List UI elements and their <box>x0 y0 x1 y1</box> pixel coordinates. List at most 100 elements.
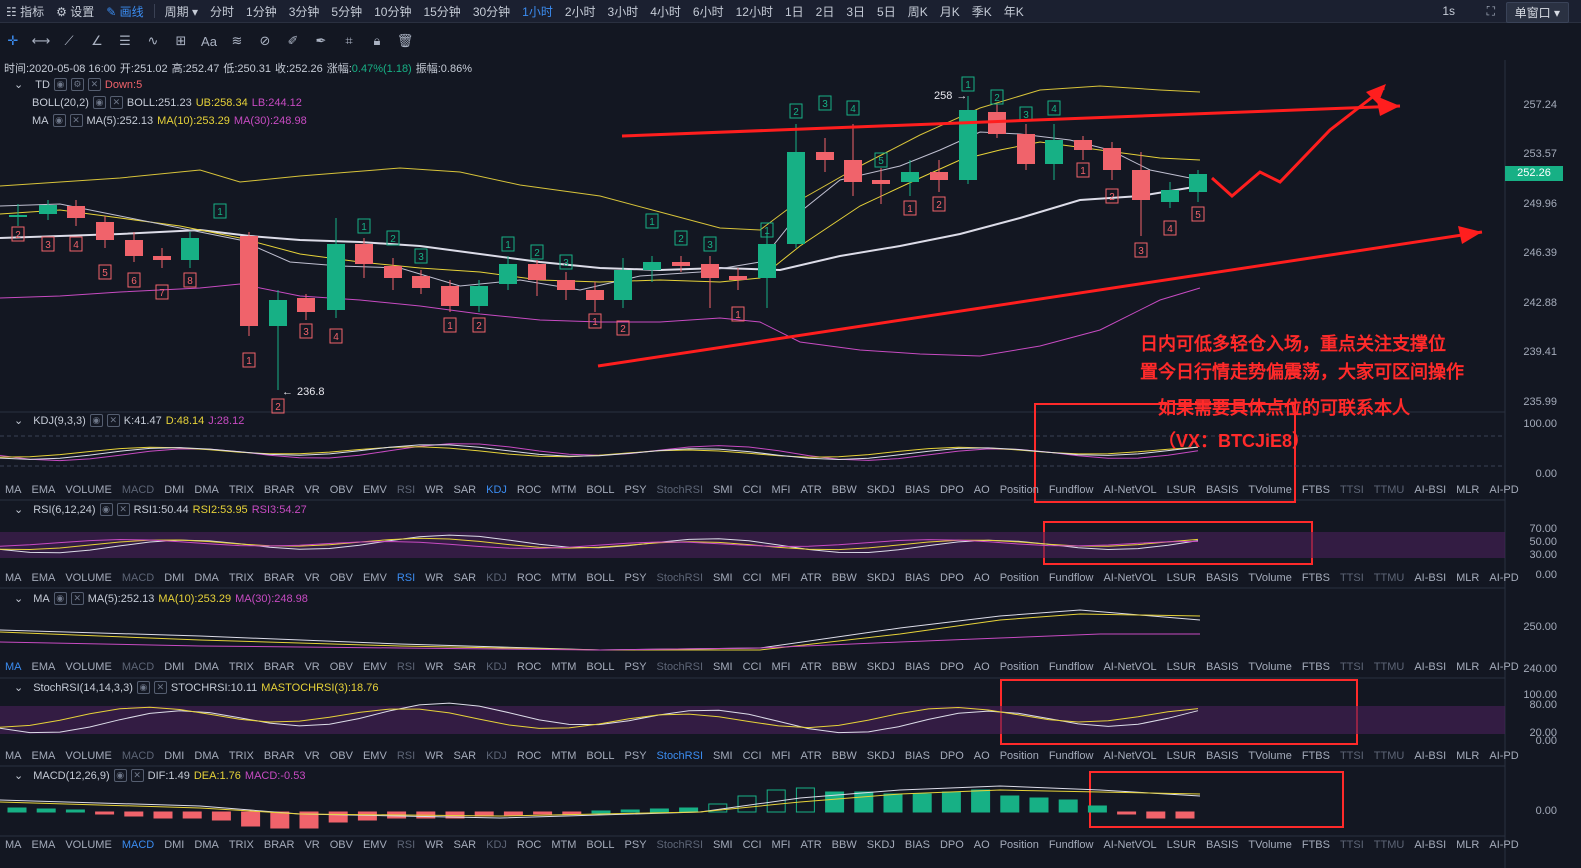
indicator-tab[interactable]: FTBS <box>1301 839 1330 851</box>
fullscreen-icon[interactable]: ⛶ <box>1486 3 1495 18</box>
lock-icon[interactable]: 🔒︎ <box>373 33 381 48</box>
indicator-tab[interactable]: MLR <box>1456 839 1480 851</box>
indicator-tab[interactable]: VOLUME <box>65 484 112 496</box>
indicator-tab[interactable]: AI-PD <box>1489 572 1519 584</box>
indicator-tab[interactable]: RSI <box>396 839 416 851</box>
indicator-tab[interactable]: BRAR <box>263 572 295 584</box>
indicator-tab[interactable]: CCI <box>742 661 762 673</box>
indicator-tab[interactable]: AI-PD <box>1489 839 1519 851</box>
indicator-tab[interactable]: VOLUME <box>65 572 112 584</box>
indicator-tab[interactable]: PSY <box>624 750 647 762</box>
indicator-tab[interactable]: MFI <box>771 750 791 762</box>
indicator-tab[interactable]: TVolume <box>1248 839 1292 851</box>
indicator-tab[interactable]: DPO <box>939 484 964 496</box>
indicator-tab[interactable]: KDJ <box>486 839 507 851</box>
period-option[interactable]: 2日 <box>815 4 835 19</box>
indicator-tab[interactable]: DMA <box>194 572 219 584</box>
indicator-tab[interactable]: CCI <box>742 839 762 851</box>
indicator-tab[interactable]: ROC <box>516 572 542 584</box>
indicator-tab[interactable]: WR <box>425 484 444 496</box>
indicator-tab[interactable]: VOLUME <box>65 750 112 762</box>
indicator-tab[interactable]: MA <box>5 572 22 584</box>
indicator-tab[interactable]: SKDJ <box>866 661 895 673</box>
indicator-tab[interactable]: BRAR <box>263 750 295 762</box>
indicator-tab[interactable]: DMI <box>164 839 185 851</box>
indicator-tab[interactable]: Fundflow <box>1048 750 1094 762</box>
indicator-tab[interactable]: AI-BSI <box>1414 839 1447 851</box>
indicator-tab[interactable]: Position <box>999 661 1039 673</box>
indicator-tab[interactable]: AI-NetVOL <box>1103 661 1157 673</box>
indicator-tab[interactable]: Fundflow <box>1048 661 1094 673</box>
indicator-tab[interactable]: ROC <box>516 484 542 496</box>
indicator-tab[interactable]: StochRSI <box>656 484 704 496</box>
indicator-tab[interactable]: ATR <box>800 750 822 762</box>
indicator-tab[interactable]: TTMU <box>1373 484 1405 496</box>
collapse-icon[interactable]: ⌄ <box>14 770 24 782</box>
indicator-tab[interactable]: DMA <box>194 484 219 496</box>
indicator-tab[interactable]: BOLL <box>586 572 615 584</box>
indicator-tab[interactable]: DPO <box>939 572 964 584</box>
indicator-tab[interactable]: BASIS <box>1206 750 1239 762</box>
collapse-icon[interactable]: ⌄ <box>14 79 24 91</box>
indicator-tab[interactable]: MLR <box>1456 750 1480 762</box>
crosshair-icon[interactable]: ✛ <box>7 33 19 48</box>
angle-icon[interactable]: ∠ <box>91 33 103 48</box>
indicator-tab[interactable]: Position <box>999 484 1039 496</box>
indicator-tab[interactable]: AI-NetVOL <box>1103 572 1157 584</box>
indicator-tab[interactable]: BASIS <box>1206 839 1239 851</box>
period-option[interactable]: 1日 <box>784 4 804 19</box>
collapse-icon[interactable]: ⌄ <box>14 415 24 427</box>
indicator-tab[interactable]: BRAR <box>263 661 295 673</box>
indicator-tab[interactable]: EMA <box>31 572 56 584</box>
indicator-tab[interactable]: BIAS <box>904 484 930 496</box>
indicator-tab[interactable]: EMV <box>362 661 387 673</box>
eye-icon[interactable]: ◉ <box>113 769 127 782</box>
indicator-tab[interactable]: MACD <box>121 839 155 851</box>
indicator-tab[interactable]: TTMU <box>1373 572 1405 584</box>
indicator-tab[interactable]: OBV <box>329 750 353 762</box>
indicator-tab[interactable]: BASIS <box>1206 572 1239 584</box>
indicator-tab[interactable]: BIAS <box>904 661 930 673</box>
indicator-tab[interactable]: AI-NetVOL <box>1103 750 1157 762</box>
indicator-tab[interactable]: BIAS <box>904 750 930 762</box>
indicator-tab[interactable]: AI-PD <box>1489 484 1519 496</box>
indicator-tab[interactable]: DMI <box>164 484 185 496</box>
indicator-tab[interactable]: BBW <box>831 661 857 673</box>
indicator-tab[interactable]: EMV <box>362 484 387 496</box>
indicator-tab[interactable]: SAR <box>453 661 477 673</box>
eye-icon[interactable]: ◉ <box>92 96 106 109</box>
indicator-tab[interactable]: SMI <box>713 484 733 496</box>
eye-icon[interactable]: ◉ <box>52 114 66 127</box>
indicator-tab[interactable]: DMA <box>194 750 219 762</box>
indicator-tab[interactable]: SKDJ <box>866 839 895 851</box>
indicator-tab[interactable]: DMI <box>164 661 185 673</box>
indicator-tab[interactable]: LSUR <box>1166 484 1196 496</box>
close-icon[interactable]: ✕ <box>130 769 144 782</box>
close-icon[interactable]: ✕ <box>153 681 167 694</box>
trash-icon[interactable]: 🗑︎ <box>396 33 414 48</box>
period-option[interactable]: 3日 <box>846 4 866 19</box>
indicator-tab[interactable]: ROC <box>516 661 542 673</box>
collapse-icon[interactable]: ⌄ <box>14 593 24 605</box>
indicator-tab[interactable]: TVolume <box>1248 661 1292 673</box>
indicator-tab[interactable]: DMA <box>194 661 219 673</box>
indicator-tab[interactable]: MFI <box>771 484 791 496</box>
indicator-tab[interactable]: LSUR <box>1166 839 1196 851</box>
indicator-tab[interactable]: PSY <box>624 839 647 851</box>
indicator-tab[interactable]: OBV <box>329 484 353 496</box>
eye-icon[interactable]: ◉ <box>53 78 67 91</box>
indicator-tab[interactable]: AI-BSI <box>1414 661 1447 673</box>
indicator-tab[interactable]: BIAS <box>904 572 930 584</box>
collapse-icon[interactable]: ⌄ <box>14 504 24 516</box>
indicator-tab[interactable]: MACD <box>121 484 155 496</box>
indicator-tab[interactable]: EMV <box>362 750 387 762</box>
indicator-tab[interactable]: CCI <box>742 572 762 584</box>
indicator-tab[interactable]: BOLL <box>586 839 615 851</box>
period-option[interactable]: 10分钟 <box>374 4 412 19</box>
indicator-tab[interactable]: TRIX <box>228 572 254 584</box>
indicator-tab[interactable]: MA <box>5 661 22 673</box>
close-icon[interactable]: ✕ <box>69 114 83 127</box>
indicator-tab[interactable]: LSUR <box>1166 750 1196 762</box>
indicator-tab[interactable]: DPO <box>939 839 964 851</box>
